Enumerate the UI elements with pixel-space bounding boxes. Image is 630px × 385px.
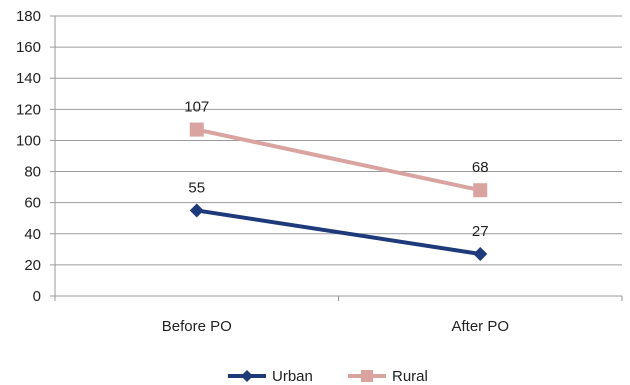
y-tick-label: 100 (16, 132, 41, 149)
x-axis: Before PO After PO (54, 295, 623, 335)
y-tick-label: 160 (16, 39, 41, 56)
data-label-rural: 107 (184, 99, 209, 116)
legend-marker (241, 370, 253, 382)
y-tick-label: 180 (16, 8, 41, 25)
data-label-rural: 68 (472, 159, 489, 176)
legend-item-rural: Rural (348, 368, 428, 385)
data-label-urban: 27 (472, 223, 489, 240)
y-tick-label: 120 (16, 101, 41, 118)
y-tick-label: 40 (24, 226, 41, 243)
y-axis: 0 20 40 60 80 100 120 140 160 180 (16, 8, 56, 305)
y-tick-label: 140 (16, 70, 41, 87)
series-layer: 55 27 107 68 (184, 99, 489, 261)
data-label-urban: 55 (188, 179, 205, 196)
x-tick-label: Before PO (162, 318, 232, 335)
legend: Urban Rural (228, 368, 428, 385)
legend-marker (361, 370, 373, 382)
data-point-urban (473, 247, 488, 261)
y-tick-label: 20 (24, 257, 41, 274)
legend-label-rural: Rural (392, 368, 428, 385)
x-tick-label: After PO (451, 318, 509, 335)
series-line-rural (196, 127, 481, 193)
gridlines (55, 15, 622, 297)
y-tick-label: 60 (24, 195, 41, 212)
y-tick-label: 80 (24, 164, 41, 181)
series-line-urban (196, 208, 481, 256)
data-point-rural (189, 122, 204, 137)
data-point-urban (189, 203, 204, 218)
legend-item-urban: Urban (228, 368, 313, 385)
legend-label-urban: Urban (272, 368, 313, 385)
data-point-rural (473, 183, 488, 198)
y-tick-label: 0 (33, 288, 41, 305)
